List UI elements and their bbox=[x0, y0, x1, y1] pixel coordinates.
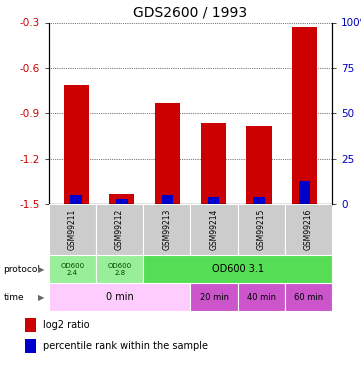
Bar bbox=[64, 85, 89, 204]
Bar bbox=[96, 255, 143, 283]
Bar bbox=[247, 126, 271, 204]
Title: GDS2600 / 1993: GDS2600 / 1993 bbox=[133, 6, 248, 20]
Bar bbox=[162, 195, 173, 204]
Bar bbox=[238, 204, 285, 255]
Bar bbox=[116, 199, 127, 204]
Bar bbox=[155, 103, 180, 204]
Bar bbox=[191, 283, 238, 311]
Text: percentile rank within the sample: percentile rank within the sample bbox=[43, 341, 208, 351]
Text: GSM99213: GSM99213 bbox=[162, 209, 171, 251]
Text: OD600 3.1: OD600 3.1 bbox=[212, 264, 264, 274]
Bar bbox=[70, 195, 82, 204]
Text: 40 min: 40 min bbox=[247, 292, 276, 302]
Text: 60 min: 60 min bbox=[294, 292, 323, 302]
Bar bbox=[191, 204, 238, 255]
Text: GSM99214: GSM99214 bbox=[209, 209, 218, 251]
Bar bbox=[238, 283, 285, 311]
Bar bbox=[49, 283, 191, 311]
Bar bbox=[49, 255, 96, 283]
Bar bbox=[25, 318, 36, 332]
Text: protocol: protocol bbox=[4, 265, 40, 274]
Text: GSM99216: GSM99216 bbox=[304, 209, 313, 251]
Text: GSM99212: GSM99212 bbox=[115, 209, 124, 251]
Bar bbox=[208, 197, 219, 204]
Bar bbox=[201, 123, 226, 204]
Bar bbox=[253, 197, 265, 204]
Bar bbox=[285, 204, 332, 255]
Bar bbox=[25, 339, 36, 353]
Text: ▶: ▶ bbox=[38, 292, 45, 302]
Text: OD600
2.8: OD600 2.8 bbox=[108, 262, 132, 276]
Text: GSM99211: GSM99211 bbox=[68, 209, 77, 251]
Text: GSM99215: GSM99215 bbox=[257, 209, 266, 251]
Bar bbox=[49, 204, 96, 255]
Text: 20 min: 20 min bbox=[200, 292, 229, 302]
Bar bbox=[299, 181, 310, 204]
Bar bbox=[292, 27, 317, 204]
Bar bbox=[96, 204, 143, 255]
Text: ▶: ▶ bbox=[38, 265, 45, 274]
Text: 0 min: 0 min bbox=[106, 292, 134, 302]
Bar bbox=[285, 283, 332, 311]
Text: OD600
2.4: OD600 2.4 bbox=[60, 262, 84, 276]
Bar bbox=[143, 204, 191, 255]
Bar bbox=[143, 255, 332, 283]
Text: time: time bbox=[4, 292, 24, 302]
Bar bbox=[109, 194, 134, 204]
Text: log2 ratio: log2 ratio bbox=[43, 320, 90, 330]
